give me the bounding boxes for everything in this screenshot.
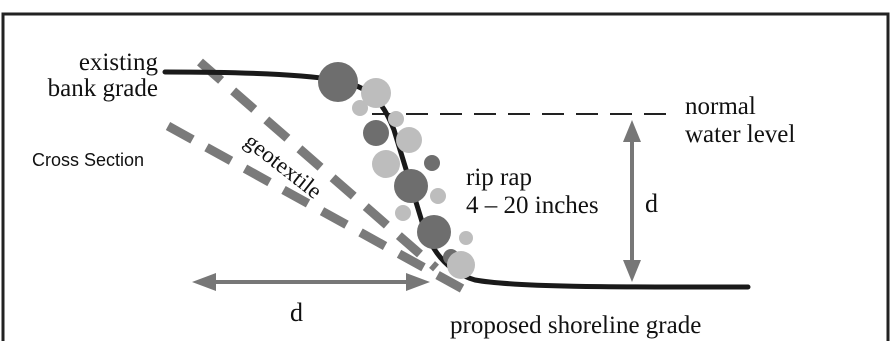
geotextile-upper-layer [197, 58, 439, 272]
normal-water-level-label-line2: water level [685, 121, 795, 148]
rip-rap-rocks [318, 62, 475, 279]
rock [417, 215, 451, 249]
horizontal-depth-arrow [192, 273, 430, 291]
rip-rap-label-line1: rip rap [466, 164, 532, 191]
proposed-shoreline-grade-label: proposed shoreline grade [450, 312, 701, 339]
rock [424, 155, 440, 171]
existing-bank-grade-label-line1: existing [79, 49, 159, 76]
rock [396, 127, 422, 153]
normal-water-level-label-line1: normal [685, 93, 756, 120]
geotextile-lower-layer [165, 122, 473, 297]
rip-rap-size-label: 4 – 20 inches [466, 192, 599, 219]
rock [352, 100, 368, 116]
rock [394, 169, 428, 203]
rock [372, 150, 400, 178]
rock [388, 111, 404, 127]
vertical-depth-arrow [623, 120, 641, 282]
rock [361, 78, 391, 108]
depth-horizontal-label: d [290, 298, 303, 327]
rock [430, 188, 446, 204]
rock [318, 62, 358, 102]
existing-bank-grade-label-line2: bank grade [48, 75, 158, 102]
cross-section-label: Cross Section [32, 150, 144, 170]
rock [395, 205, 411, 221]
depth-vertical-label: d [645, 189, 658, 218]
rock [363, 120, 389, 146]
rock [447, 251, 475, 279]
rock [459, 231, 473, 245]
diagram-frame [1, 12, 890, 341]
